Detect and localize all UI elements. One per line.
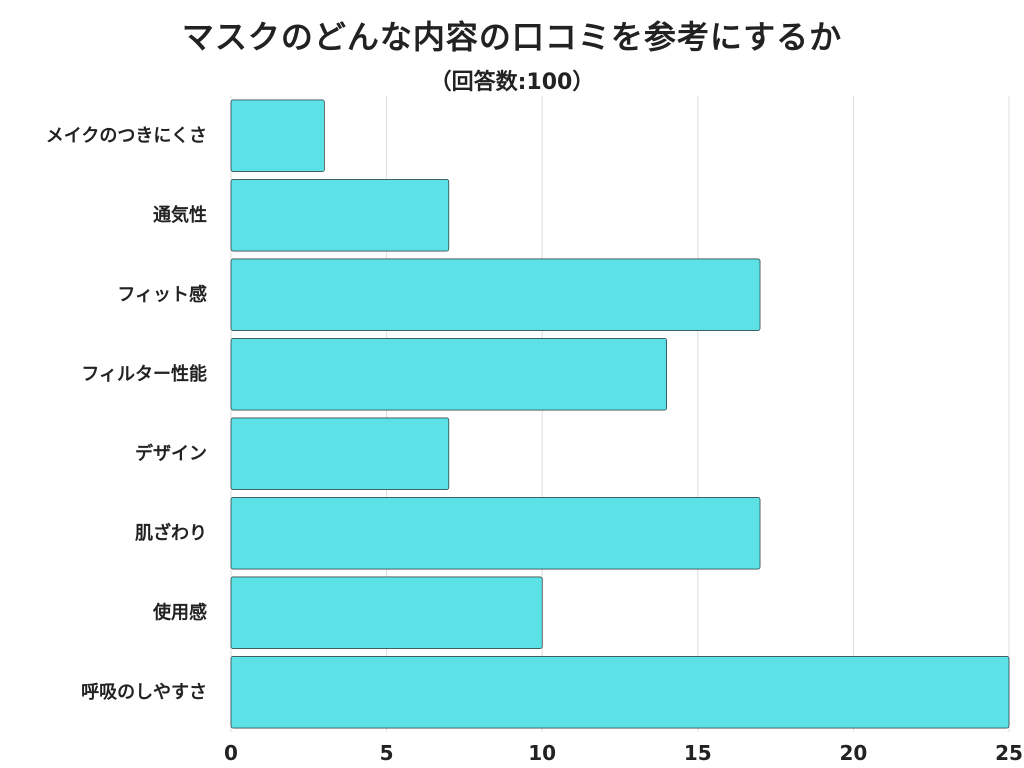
bar: [230, 656, 1010, 729]
x-tick-label: 20: [839, 741, 867, 765]
x-tick-label: 5: [380, 741, 394, 765]
category-label: 呼吸のしやすさ: [81, 682, 207, 703]
bar: [230, 179, 450, 252]
chart-title: マスクのどんな内容の口コミを参考にするか: [181, 18, 843, 56]
category-label: フィット感: [117, 283, 207, 305]
bar: [230, 258, 761, 331]
category-label: デザイン: [135, 442, 207, 464]
category-label: 使用感: [152, 601, 207, 623]
bar: [230, 99, 325, 172]
x-tick-label: 15: [684, 741, 712, 765]
bar: [230, 576, 543, 649]
x-tick-label: 25: [995, 741, 1023, 765]
x-tick-label: 0: [224, 741, 238, 765]
bar-layer: [230, 99, 1010, 729]
x-tick-label: 10: [528, 741, 556, 765]
category-label: 通気性: [153, 204, 207, 226]
chart-subtitle: （回答数:100）: [429, 70, 595, 95]
category-label-layer: メイクのつきにくさ通気性フィット感フィルター性能デザイン肌ざわり使用感呼吸のしや…: [46, 125, 207, 703]
category-label: フィルター性能: [81, 363, 207, 385]
bar: [230, 497, 761, 570]
category-label: 肌ざわり: [135, 522, 207, 544]
bar: [230, 338, 667, 411]
bar: [230, 417, 450, 490]
category-label: メイクのつきにくさ: [46, 125, 207, 146]
x-tick-layer: 0 5 10 15 20 25: [224, 741, 1023, 765]
